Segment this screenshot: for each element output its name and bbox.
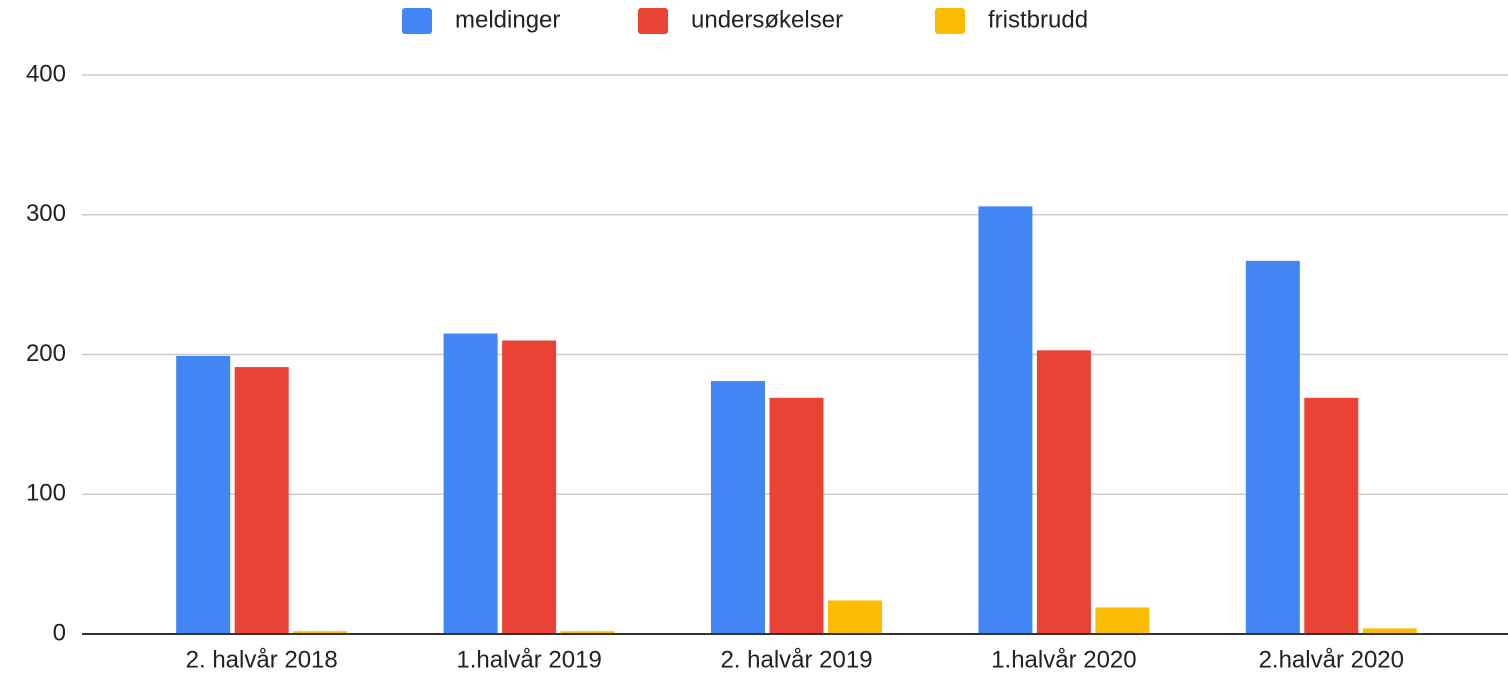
x-tick-label: 2.halvår 2020 [1259, 646, 1404, 673]
legend-label: meldinger [455, 6, 560, 33]
y-tick-label: 0 [53, 619, 66, 646]
legend-swatch [638, 8, 668, 34]
legend-label: undersøkelser [691, 6, 843, 33]
y-tick-label: 400 [26, 60, 66, 87]
x-tick-label: 1.halvår 2020 [991, 646, 1136, 673]
bar [769, 397, 824, 634]
bar [978, 206, 1033, 635]
bar [1304, 397, 1359, 634]
bar [828, 600, 882, 634]
legend-swatch [935, 8, 965, 34]
bar [560, 631, 615, 634]
bar [502, 340, 557, 634]
bar [1095, 607, 1150, 634]
bar [1036, 350, 1091, 634]
bar [1362, 628, 1417, 634]
bar [293, 631, 348, 634]
x-tick-label: 1.halvår 2019 [456, 646, 601, 673]
bar [443, 333, 498, 634]
legend-label: fristbrudd [988, 6, 1088, 33]
y-tick-label: 200 [26, 340, 66, 367]
x-tick-label: 2. halvår 2018 [186, 646, 338, 673]
bar [176, 355, 231, 634]
bar [711, 381, 765, 634]
bar [1245, 260, 1300, 634]
x-tick-label: 2. halvår 2019 [720, 646, 872, 673]
y-tick-label: 100 [26, 480, 66, 507]
y-tick-label: 300 [26, 200, 66, 227]
bar [234, 367, 289, 634]
legend-swatch [402, 8, 432, 34]
